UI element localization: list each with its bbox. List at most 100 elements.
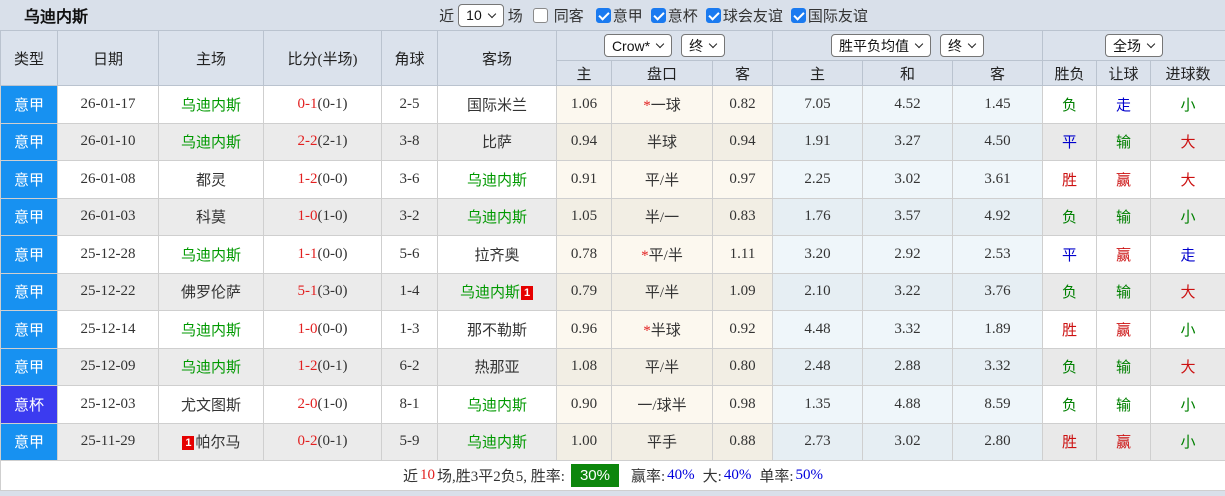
matches-label: 场 <box>507 8 523 25</box>
handicap-value: 一/球半 <box>637 397 687 414</box>
handicap-value: 平手 <box>646 435 677 452</box>
avg-home-odds: 2.48 <box>772 347 864 386</box>
avg-home-odds: 1.76 <box>772 197 864 236</box>
handicap-line: *半球 <box>611 310 713 349</box>
score-cell: 0-2(0-1) <box>263 422 382 461</box>
league-type-badge: 意甲 <box>0 422 58 461</box>
coppa-checkbox[interactable] <box>650 7 666 23</box>
handicap-value: 一球 <box>650 97 681 114</box>
avg-away-odds: 2.80 <box>952 422 1044 461</box>
same-away-label[interactable]: 同客 <box>553 8 584 25</box>
recent-count-select[interactable]: 10 <box>458 3 504 27</box>
chevron-down-icon <box>487 9 496 18</box>
handicap-result: 赢 <box>1096 160 1152 199</box>
odds-stage-select[interactable]: 终 <box>681 34 726 57</box>
intl-friendly-label[interactable]: 国际友谊 <box>807 8 868 25</box>
handicap-line: *一球 <box>611 85 713 124</box>
handicap-odds-home: 0.96 <box>556 310 612 349</box>
table-row: 意杯 25-12-03 尤文图斯 2-0(1-0) 8-1 乌迪内斯 0.90 … <box>0 385 1225 424</box>
handicap-value: 平/半 <box>648 247 683 264</box>
handicap-odds-away: 0.98 <box>711 385 774 424</box>
away-team-name: 拉齐奥 <box>474 247 520 264</box>
handicap-odds-away: 0.88 <box>711 422 774 461</box>
match-stats-table: 类型 日期 主场 比分(半场) 角球 客场 Crow* 终 <box>0 30 1225 491</box>
half-score: (1-0) <box>317 395 348 412</box>
subheader-avg-draw: 和 <box>862 60 954 86</box>
half-score: (0-0) <box>317 170 348 187</box>
handicap-odds-away: 1.09 <box>711 272 774 311</box>
handicap-odds-away: 0.92 <box>711 310 774 349</box>
odds-provider-select[interactable]: Crow* <box>603 34 673 57</box>
avg-draw-odds: 3.27 <box>862 122 954 161</box>
match-result: 负 <box>1042 385 1098 424</box>
table-row: 意甲 26-01-10 乌迪内斯 2-2(2-1) 3-8 比萨 0.94 半球… <box>0 122 1225 161</box>
big-value: 40% <box>723 467 752 483</box>
handicap-line: 一/球半 <box>611 385 713 424</box>
serie-a-label[interactable]: 意甲 <box>612 8 643 25</box>
recent-count-value: 10 <box>466 7 482 23</box>
full-score: 1-2 <box>297 170 318 187</box>
club-friendly-checkbox[interactable] <box>705 7 721 23</box>
away-team: 那不勒斯 <box>437 310 557 349</box>
table-row: 意甲 25-12-22 佛罗伦萨 5-1(3-0) 1-4 乌迪内斯 1 0.79… <box>0 272 1225 311</box>
half-score: (1-0) <box>317 208 348 225</box>
avg-stage-select[interactable]: 终 <box>940 34 985 57</box>
match-result: 胜 <box>1042 422 1098 461</box>
avg-away-odds: 4.50 <box>952 122 1044 161</box>
full-score: 0-2 <box>297 433 318 450</box>
away-team-name: 比萨 <box>481 135 512 152</box>
home-team-name: 乌迪内斯 <box>180 135 241 152</box>
league-type-badge: 意杯 <box>0 385 58 424</box>
match-date: 25-12-22 <box>57 272 159 311</box>
corner-count: 1-3 <box>381 310 438 349</box>
serie-a-checkbox[interactable] <box>595 7 611 23</box>
full-score: 5-1 <box>297 283 318 300</box>
league-type-badge: 意甲 <box>0 347 58 386</box>
match-date: 25-12-03 <box>57 385 159 424</box>
avg-type-select[interactable]: 胜平负均值 <box>831 34 932 57</box>
avg-draw-odds: 3.02 <box>862 422 954 461</box>
league-type-badge: 意甲 <box>0 85 58 124</box>
subheader-result: 胜负 <box>1042 60 1098 86</box>
home-team: 乌迪内斯 <box>158 310 264 349</box>
footer-near-count: 10 <box>420 467 436 483</box>
corner-count: 3-6 <box>381 160 438 199</box>
score-cell: 1-2(0-0) <box>263 160 382 199</box>
header-type: 类型 <box>0 30 58 86</box>
odds-header-group: Crow* 终 <box>555 30 774 61</box>
table-row: 意甲 25-12-28 乌迪内斯 1-1(0-0) 5-6 拉齐奥 0.78 *… <box>0 235 1225 274</box>
away-team-name: 乌迪内斯 <box>459 285 520 302</box>
away-team: 热那亚 <box>437 347 557 386</box>
away-team: 乌迪内斯 1 <box>437 272 557 311</box>
club-friendly-label[interactable]: 球会友谊 <box>722 8 783 25</box>
away-team-name: 乌迪内斯 <box>466 210 527 227</box>
intl-friendly-checkbox[interactable] <box>790 7 806 23</box>
home-team: 乌迪内斯 <box>158 85 264 124</box>
handicap-value: 半球 <box>650 322 681 339</box>
handicap-line: 半球 <box>611 122 713 161</box>
away-team: 国际米兰 <box>437 85 557 124</box>
summary-footer: 近 10 场,胜3平2负5, 胜率: 30% 赢率: 40% 大: 40% 单率: 50% <box>0 460 1225 491</box>
avg-away-odds: 4.92 <box>952 197 1044 236</box>
avg-draw-odds: 3.32 <box>862 310 954 349</box>
corner-count: 1-4 <box>381 272 438 311</box>
match-date: 25-12-09 <box>57 347 159 386</box>
handicap-odds-away: 0.83 <box>711 197 774 236</box>
avg-type-value: 胜平负均值 <box>839 37 910 54</box>
handicap-line: 平/半 <box>611 347 713 386</box>
avg-draw-odds: 3.02 <box>862 160 954 199</box>
match-date: 25-12-14 <box>57 310 159 349</box>
scope-select[interactable]: 全场 <box>1105 34 1164 57</box>
subheader-avg-away: 客 <box>952 60 1044 86</box>
full-score: 2-0 <box>297 395 318 412</box>
handicap-result: 输 <box>1096 385 1152 424</box>
coppa-label[interactable]: 意杯 <box>667 8 698 25</box>
same-away-checkbox[interactable] <box>532 7 548 23</box>
avg-away-odds: 1.89 <box>952 310 1044 349</box>
handicap-odds-home: 1.05 <box>556 197 612 236</box>
avg-header-group: 胜平负均值 终 <box>772 30 1044 61</box>
avg-away-odds: 8.59 <box>952 385 1044 424</box>
away-team: 比萨 <box>437 122 557 161</box>
full-score: 2-2 <box>297 133 318 150</box>
away-team-name: 乌迪内斯 <box>466 435 527 452</box>
